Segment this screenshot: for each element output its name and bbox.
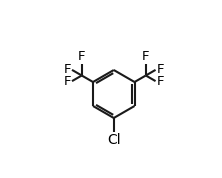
Text: F: F	[64, 75, 71, 88]
Text: Cl: Cl	[107, 133, 121, 147]
Text: F: F	[64, 63, 71, 76]
Text: F: F	[78, 50, 85, 63]
Text: F: F	[156, 63, 164, 76]
Text: F: F	[156, 75, 164, 88]
Text: F: F	[142, 50, 150, 63]
